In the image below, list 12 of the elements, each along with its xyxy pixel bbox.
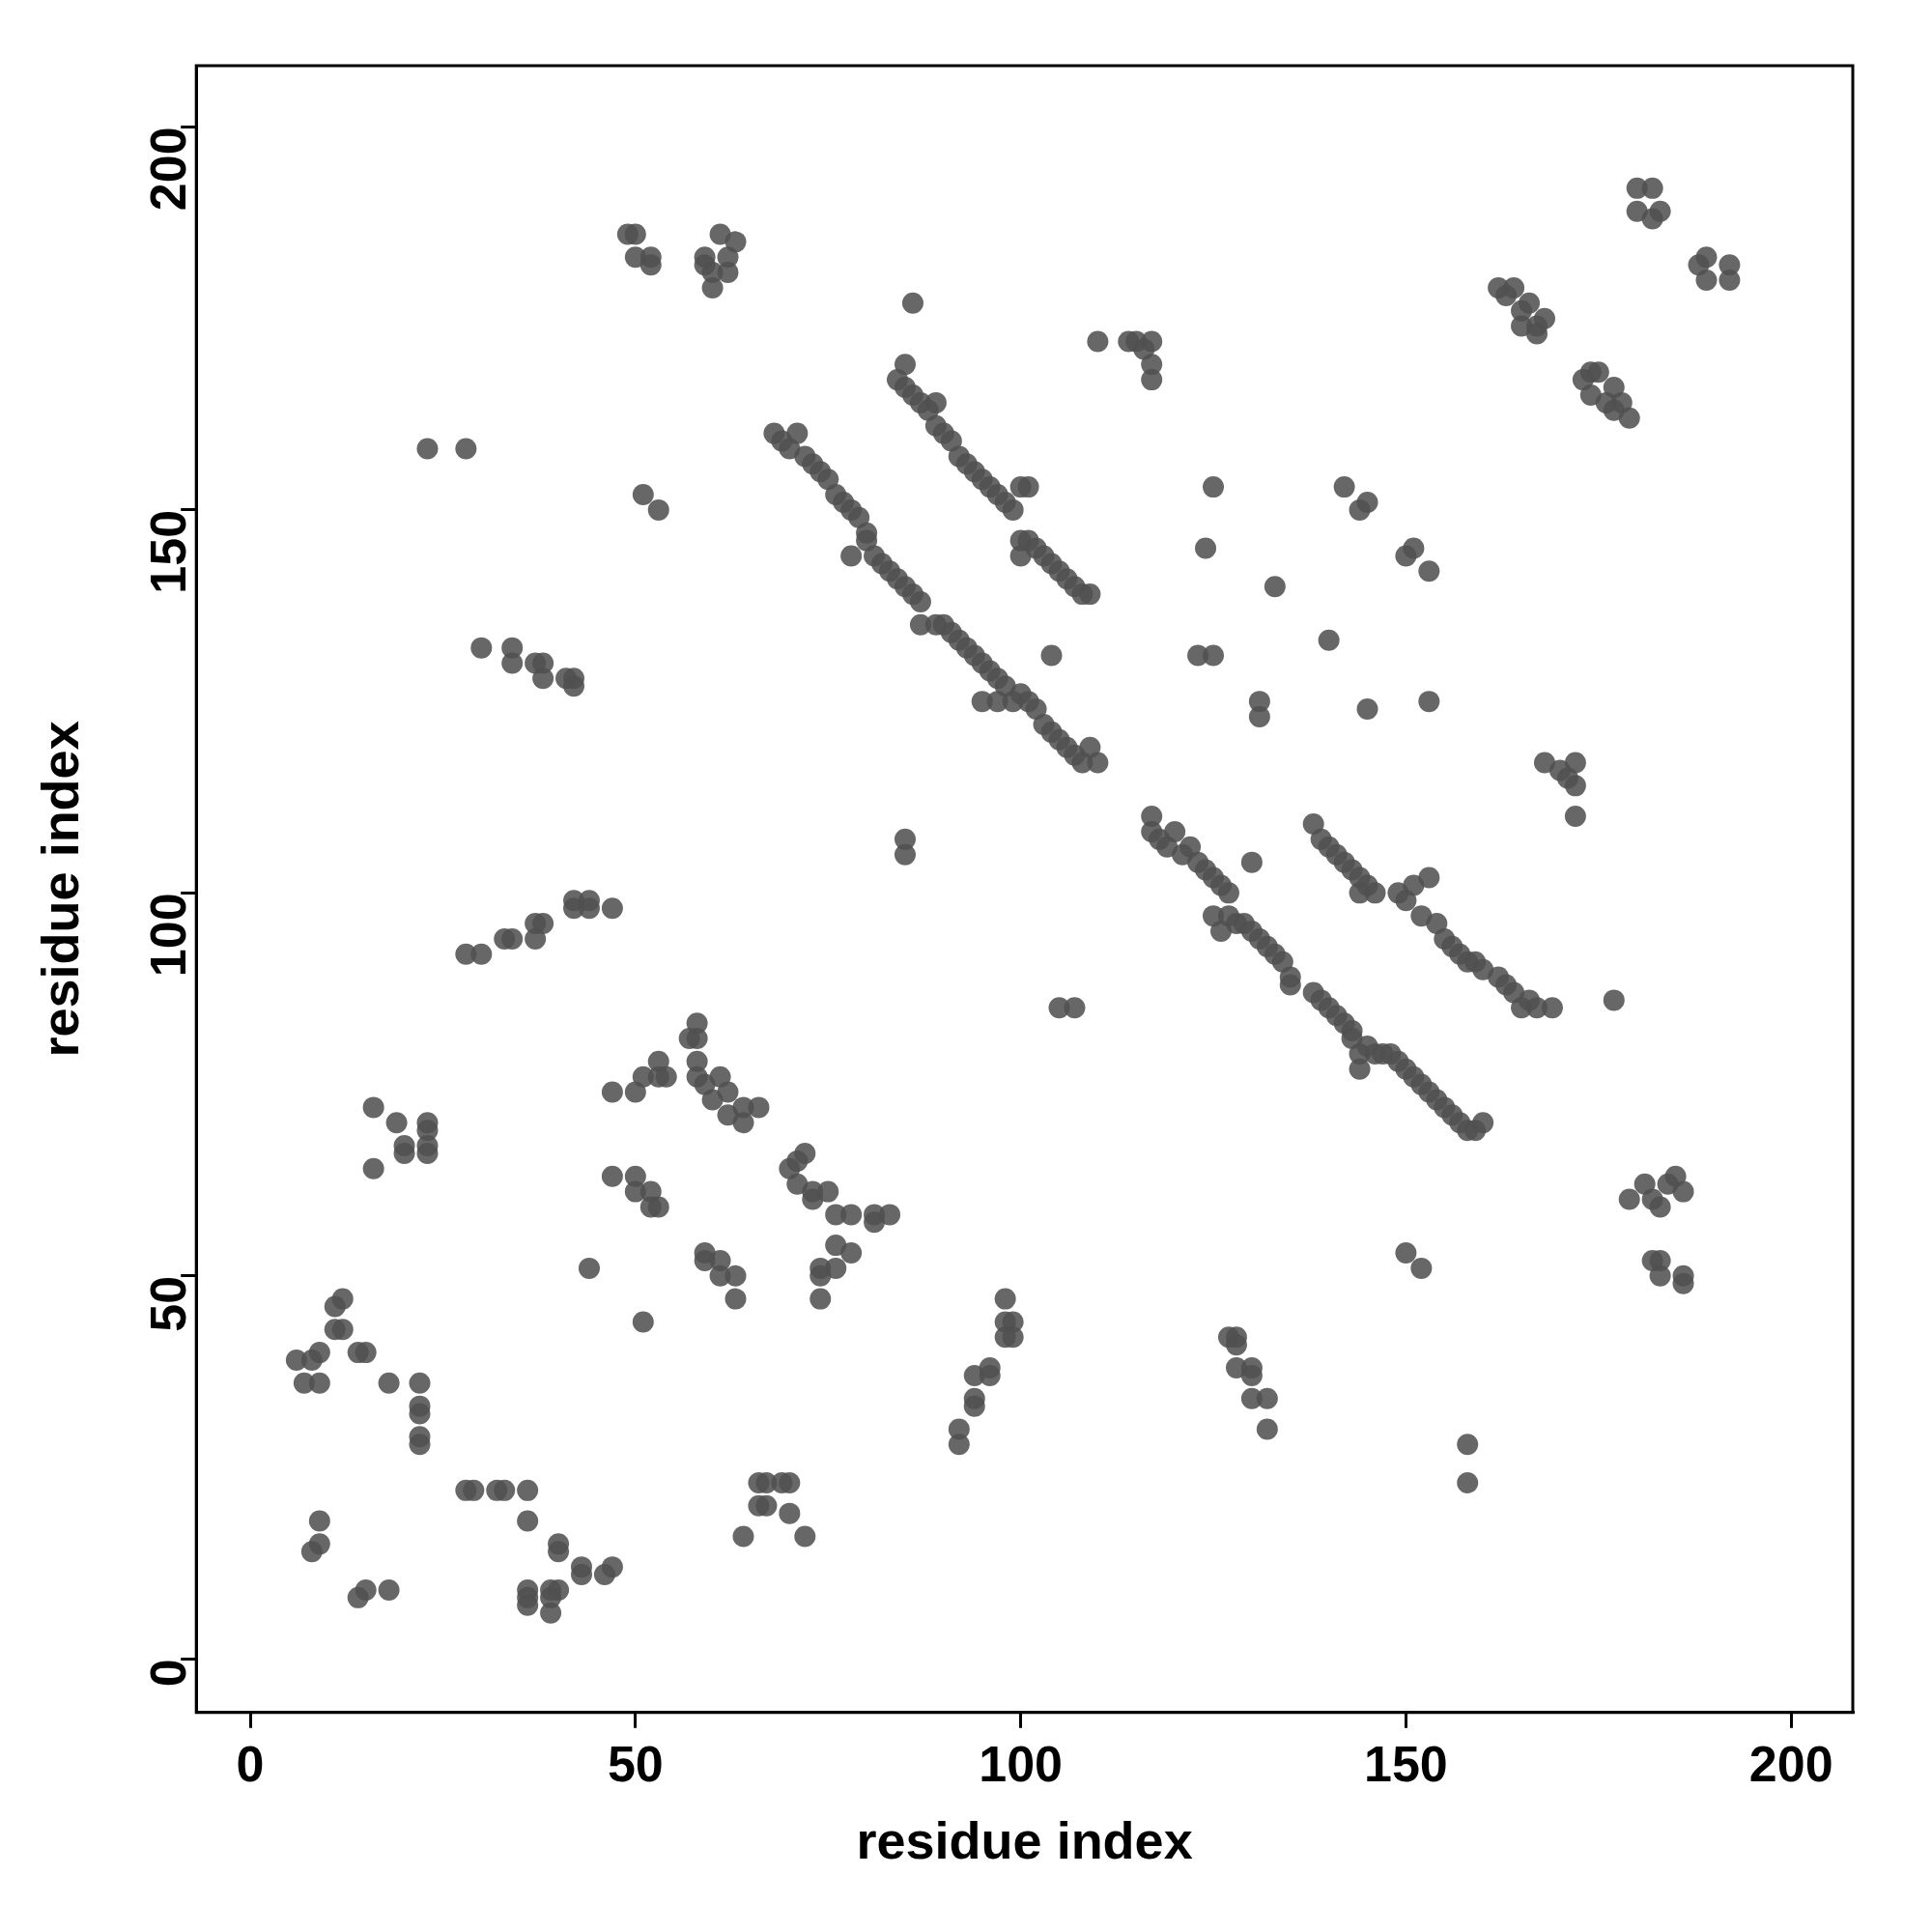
x-tick-label: 200 [1748, 1736, 1833, 1793]
x-axis-title: residue index [856, 1811, 1193, 1870]
x-tick-label: 50 [607, 1736, 664, 1793]
y-tick-label: 200 [139, 127, 196, 212]
y-tick-label: 150 [139, 509, 196, 594]
x-tick-label: 150 [1364, 1736, 1448, 1793]
x-tick-label: 100 [979, 1736, 1063, 1793]
x-tick-label: 0 [236, 1736, 265, 1793]
y-tick-label: 50 [139, 1275, 196, 1332]
y-axis-title: residue index [31, 721, 90, 1058]
y-tick-label: 100 [139, 893, 196, 978]
y-tick-label: 0 [139, 1659, 196, 1688]
